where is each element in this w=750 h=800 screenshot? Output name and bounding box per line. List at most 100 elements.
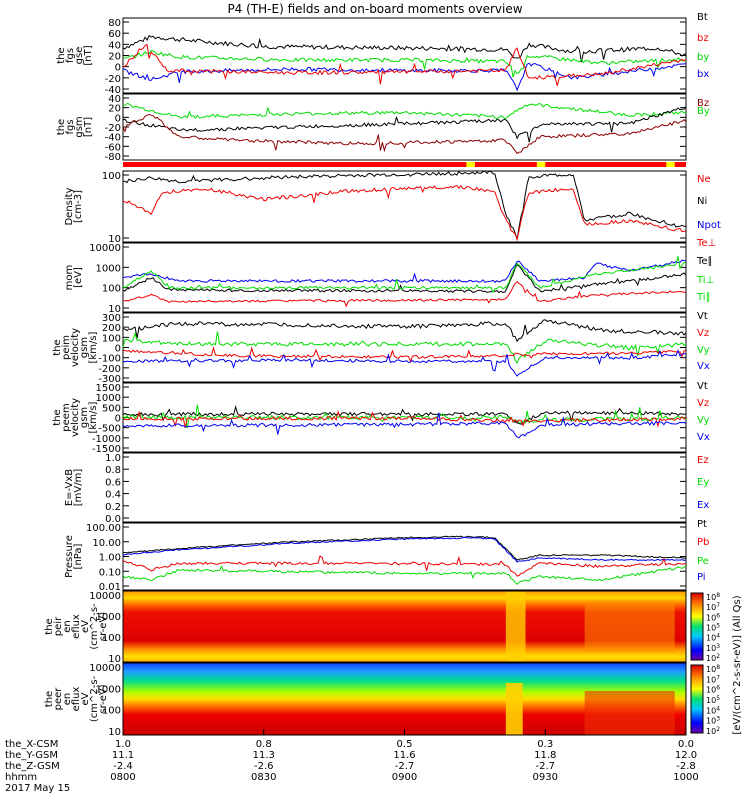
x-tick-label: 0930 [533,772,558,783]
y-axis-label: [km/s] [88,331,99,363]
y-axis-label: velocity [70,398,81,437]
y-tick-label: -100 [98,354,121,365]
y-tick-label: -300 [98,374,121,385]
y-axis-label: [nPa] [73,543,84,569]
y-axis-label: fgs [65,119,76,134]
y-axis-label: gse [74,47,85,65]
x-tick-label: 11.1 [112,750,134,761]
y-tick-label: 0 [115,63,121,74]
legend-vt: Vt [697,311,708,322]
trace-tpar-blue [122,259,687,283]
legend-bz: bz [697,33,709,44]
trace-peem-vz [122,410,687,429]
y-axis-label: [km/s] [88,401,99,433]
y-tick-label: -1000 [92,434,121,445]
y-tick-label: 0.2 [105,502,121,513]
x-tick-label: 11.6 [393,750,415,761]
y-tick-label: 0.4 [105,490,121,501]
legend-bt: Bt [697,12,708,23]
panel-frame [122,590,687,663]
legend-pe: Pe [697,556,709,567]
y-axis-label: Pressure [64,535,75,578]
x-tick-label: 11.3 [253,750,275,761]
x-tick-label: -2.6 [254,761,274,772]
y-tick-label: 100 [102,633,121,644]
trace-peim-vy [122,331,687,364]
legend-bx: bx [697,69,709,80]
colorbar-tick-label: 106 [706,685,720,695]
orbit-status-bar [123,162,686,167]
trace-ne [122,184,687,242]
y-axis-label: [nT] [83,117,94,137]
y-tick-label: 500 [102,403,121,414]
y-axis-label: eV [80,692,91,705]
x-tick-label: -2.7 [395,761,415,772]
x-tick-label: 0800 [110,772,135,783]
y-axis-label: the [56,119,67,135]
legend-npot: Npot [697,220,721,231]
legend-pt: Pt [697,519,707,530]
legend-vz: Vz [697,398,709,409]
colorbar-tick-label: 106 [706,612,720,622]
y-axis-label: mom [64,265,75,291]
orbit-status-mark [666,162,675,167]
x-tick-label: 1000 [673,772,698,783]
y-tick-label: -80 [105,152,121,163]
x-tick-label: -2.7 [535,761,555,772]
y-tick-label: 0 [115,113,121,124]
y-axis-label: the [44,618,55,634]
trace-gsm-by [122,102,687,120]
legend-pb: Pb [697,537,709,548]
trace-tiperp [122,256,687,294]
y-tick-label: 100.00 [86,523,121,534]
y-tick-label: 10 [108,727,121,738]
y-axis-label: the [44,691,55,707]
y-tick-label: 1.00 [99,553,121,564]
y-axis-label: velocity [70,328,81,367]
y-tick-label: 10 [108,304,121,315]
y-axis-label: the [52,339,63,355]
legend-vy: Vy [697,415,710,426]
legend-bz: Bz [697,98,709,109]
y-axis-label: [eV] [73,267,84,288]
electron-spectrogram-region [584,691,675,735]
colorbar-tick-label: 103 [706,716,720,726]
x-tick-label: 11.8 [534,750,556,761]
trace-peim-vx [122,349,687,377]
legend-te∥: Te∥ [696,256,713,267]
legend-ni: Ni [697,196,707,207]
y-tick-label: 20 [108,104,121,115]
legend-ey: Ey [697,477,709,488]
y-tick-label: 40 [108,40,121,51]
y-tick-label: 60 [108,29,121,40]
trace-bx [122,62,687,92]
legend-ne: Ne [697,174,711,185]
y-tick-label: -60 [105,142,121,153]
legend-ex: Ex [697,500,709,511]
y-tick-label: 100 [102,333,121,344]
trace-peim-vz [123,346,687,363]
trace-tepar [122,264,687,294]
y-axis-label: the [52,409,63,425]
y-axis-label: fgs [65,48,76,63]
x-tick-label: 0.0 [678,739,694,750]
y-axis-label: peir [53,616,64,636]
x-tick-label: -2.8 [676,761,696,772]
y-tick-label: 0 [115,344,121,355]
figure-title: P4 (TH-E) fields and on-board moments ov… [227,2,522,16]
x-row-label: hhmm [5,772,37,783]
y-tick-label: 0 [115,414,121,425]
colorbar-tick-label: 107 [706,602,720,612]
trace-pi [122,536,687,563]
colorbar-tick-label: 102 [706,726,720,736]
x-tick-label: 0.5 [397,739,413,750]
y-tick-label: 20 [108,52,121,63]
legend-vx: Vx [697,432,710,443]
x-row-label: the_Z-GSM [5,761,60,772]
y-axis-label: en [62,620,73,633]
x-row-label: the_Y-GSM [5,750,58,761]
trace-by [122,49,687,78]
colorbar-tick-label: 105 [706,695,720,705]
x-tick-label: 0.3 [537,739,553,750]
